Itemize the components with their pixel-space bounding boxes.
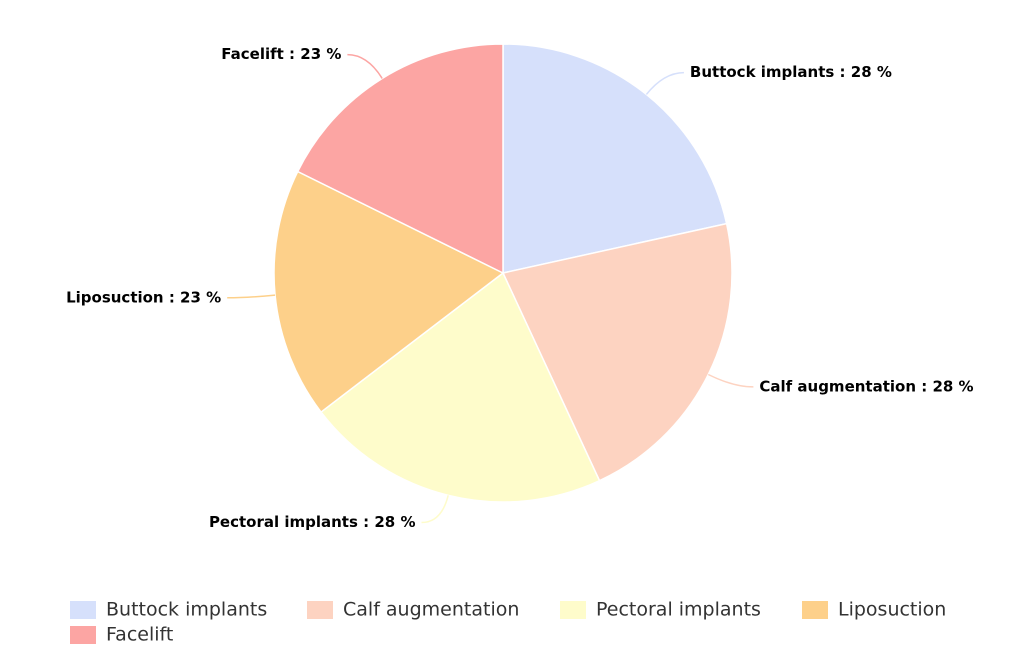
data-label: Calf augmentation : 28 %: [759, 377, 973, 395]
data-label: Buttock implants : 28 %: [690, 63, 892, 81]
legend-label: Buttock implants: [106, 599, 267, 621]
legend-swatch: [560, 601, 586, 619]
leader-line: [645, 71, 684, 95]
legend-label: Liposuction: [838, 599, 946, 621]
leader-line: [227, 294, 276, 299]
leader-line: [421, 495, 449, 524]
pie-slice: [273, 170, 505, 414]
leader-line: [347, 53, 383, 79]
legend-swatch: [802, 601, 828, 619]
legend-swatch: [70, 626, 96, 644]
pie-slice: [319, 271, 601, 503]
legend-label: Facelift: [106, 624, 173, 646]
pie-slice: [501, 222, 733, 482]
data-label: Liposuction : 23 %: [66, 288, 221, 306]
pie-slice: [502, 43, 728, 274]
legend-label: Pectoral implants: [596, 599, 761, 621]
legend-swatch: [307, 601, 333, 619]
data-label: Pectoral implants : 28 %: [209, 513, 416, 531]
legend-label: Calf augmentation: [343, 599, 519, 621]
pie-slice: [296, 43, 504, 275]
legend-swatch: [70, 601, 96, 619]
leader-line: [707, 373, 754, 388]
data-label: Facelift : 23 %: [221, 45, 341, 63]
